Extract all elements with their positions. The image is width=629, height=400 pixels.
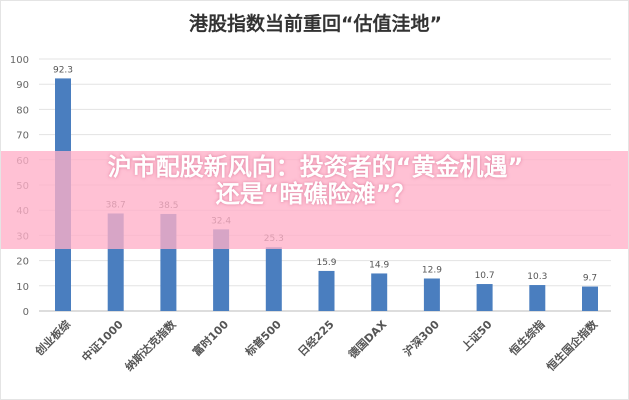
bar: [582, 286, 598, 311]
data-label: 12.9: [422, 265, 442, 275]
data-label: 9.7: [583, 274, 597, 284]
headline-line-1: 沪市配股新风向：投资者的“黄金机遇”: [107, 153, 524, 181]
bar: [265, 247, 282, 311]
y-tick-label: 80: [16, 105, 29, 116]
x-tick-label: 德国DAX: [345, 317, 390, 362]
y-tick-label: 0: [23, 307, 29, 318]
bar: [318, 270, 335, 311]
y-tick-label: 10: [16, 282, 29, 293]
data-label: 14.9: [369, 260, 389, 270]
bar: [423, 278, 440, 311]
y-tick-label: 100: [10, 55, 29, 66]
chart-title: 港股指数当前重回“估值洼地”: [189, 13, 442, 35]
x-tick-label: 富时100: [190, 317, 232, 359]
data-label: 92.3: [53, 65, 73, 75]
bar: [213, 229, 230, 311]
x-tick-label: 沪深300: [400, 317, 442, 359]
y-tick-label: 70: [16, 131, 29, 142]
headline-banner: 沪市配股新风向：投资者的“黄金机遇” 还是“暗礁险滩”？: [1, 151, 628, 249]
x-tick-label: 中证1000: [79, 317, 126, 364]
bar: [529, 285, 546, 311]
x-tick-label: 标普500: [242, 317, 285, 360]
bar: [371, 273, 388, 311]
y-tick-label: 20: [16, 257, 29, 268]
data-label: 10.7: [475, 271, 495, 281]
x-tick-label: 日经225: [295, 317, 337, 359]
data-label: 15.9: [316, 258, 336, 268]
x-tick-label: 恒生综指: [506, 317, 547, 358]
x-tick-label: 纳斯达克指数: [122, 317, 179, 374]
bar: [476, 284, 493, 311]
x-tick-label: 上证50: [458, 317, 495, 354]
headline-line-2: 还是“暗礁险滩”？: [215, 180, 416, 208]
x-tick-label: 创业板综: [31, 317, 73, 359]
data-label: 10.3: [527, 272, 547, 282]
y-tick-label: 90: [16, 80, 29, 91]
x-tick-label: 恒生国企指数: [544, 317, 601, 374]
